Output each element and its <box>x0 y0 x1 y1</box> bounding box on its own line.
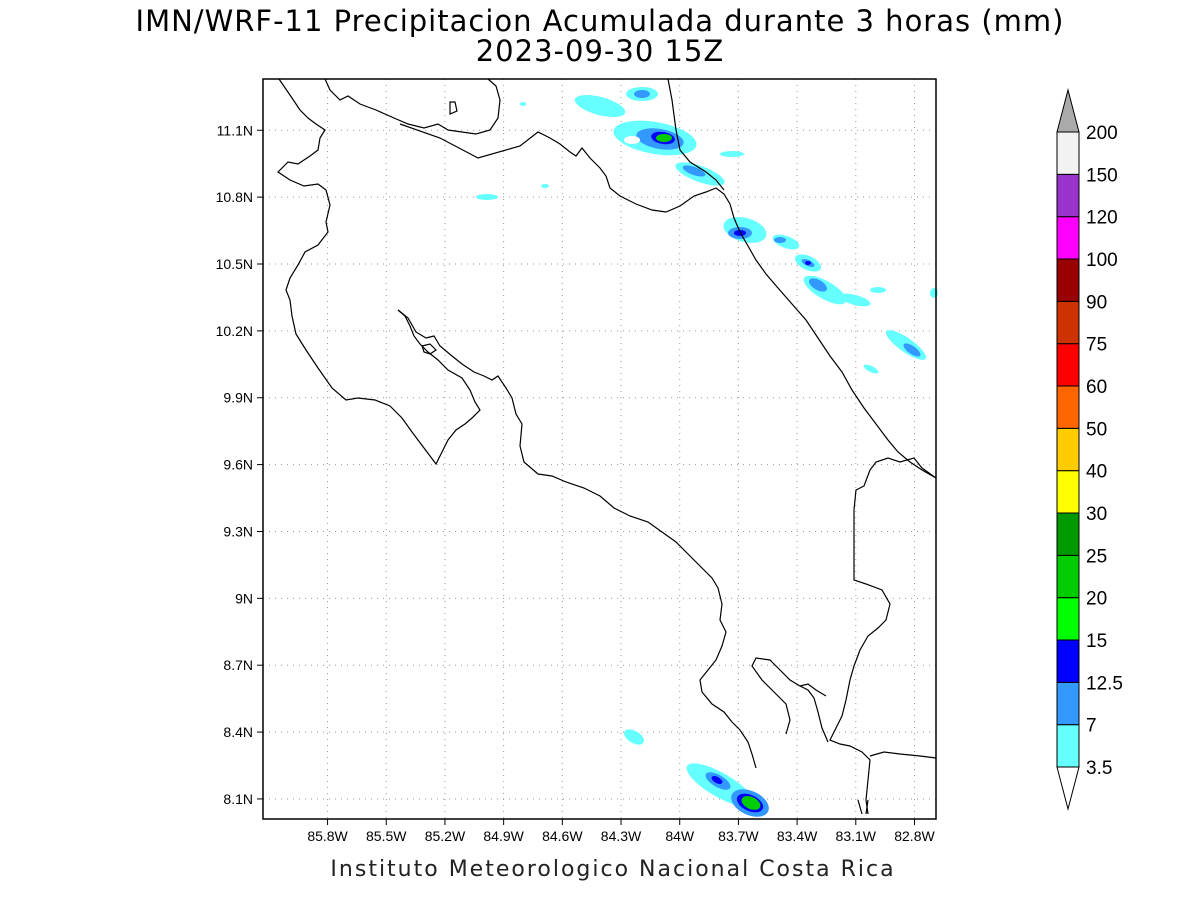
colorbar-segment <box>1056 385 1080 429</box>
lat-tick-label: 10.5N <box>216 256 253 272</box>
map-title: IMN/WRF-11 Precipitacion Acumulada duran… <box>135 4 1065 38</box>
lon-tick-label: 85.8W <box>307 828 348 844</box>
precip-cell <box>805 261 811 265</box>
precip-cell <box>520 102 526 106</box>
colorbar-label: 150 <box>1086 165 1118 186</box>
precip-cell <box>574 95 626 117</box>
colorbar-segment <box>1056 512 1080 556</box>
lon-tick-label: 84.3W <box>601 828 642 844</box>
precip-cell <box>634 90 650 98</box>
lat-tick-label: 9.6N <box>223 457 253 473</box>
lat-tick-label: 8.1N <box>223 791 253 807</box>
colorbar-label: 7 <box>1086 716 1097 737</box>
institution-footer: Instituto Meteorologico Nacional Costa R… <box>330 857 896 882</box>
lon-tick-label: 85.5W <box>366 828 407 844</box>
lon-tick-label: 84W <box>665 828 695 844</box>
colorbar-segment <box>1056 427 1080 472</box>
coastline <box>421 343 437 355</box>
border <box>829 457 937 815</box>
colorbar-segment <box>1056 597 1080 641</box>
axis-ticks: 85.8W 85.5W 85.2W 84.9W 84.6W 84.3W 84W 83.7W 83… <box>216 122 936 844</box>
precip-cell <box>772 234 800 250</box>
coastline <box>667 78 725 191</box>
lat-tick-label: 11.1N <box>217 122 253 138</box>
colorbar-segment <box>1056 554 1080 599</box>
lon-tick-label: 83.1W <box>836 828 877 844</box>
precip-cell <box>624 136 640 144</box>
lat-tick-label: 8.4N <box>223 724 253 740</box>
coastline <box>857 799 869 815</box>
colorbar-label: 60 <box>1086 377 1107 398</box>
map-subtitle-datetime: 2023-09-30 15Z <box>475 34 725 68</box>
colorbar-label: 90 <box>1086 292 1107 313</box>
lat-lon-grid <box>263 79 936 819</box>
lon-tick-label: 84.6W <box>542 828 583 844</box>
precip-cell <box>682 165 706 177</box>
colorbar-label: 15 <box>1086 631 1107 652</box>
colorbar-label: 12.5 <box>1086 673 1123 694</box>
precip-cell <box>741 796 761 810</box>
precip-cell <box>930 288 938 298</box>
colorbar-segment <box>1056 131 1080 175</box>
coastline <box>277 78 481 466</box>
precip-cell <box>774 237 786 243</box>
colorbar-label: 20 <box>1086 589 1107 610</box>
map-frame <box>262 78 937 820</box>
coastline <box>799 683 827 697</box>
coastline <box>399 123 937 479</box>
colorbar-label: 40 <box>1086 462 1107 483</box>
lat-tick-label: 9N <box>235 590 253 606</box>
precip-cell <box>541 184 549 188</box>
lon-tick-label: 84.9W <box>483 828 524 844</box>
colorbar-upper-triangle <box>1056 88 1080 133</box>
colorbar-label: 200 <box>1086 123 1118 144</box>
colorbar: 3.5 7 12.5 15 20 25 30 40 50 60 75 90 100 120 150 200 <box>1056 88 1123 811</box>
colorbar-segment <box>1056 470 1080 514</box>
coastline <box>397 309 757 769</box>
colorbar-segment <box>1056 639 1080 683</box>
lat-tick-label: 10.8N <box>216 189 253 205</box>
colorbar-label: 50 <box>1086 419 1107 440</box>
colorbar-label: 3.5 <box>1086 758 1112 779</box>
coastline <box>324 78 501 135</box>
lon-tick-label: 83.4W <box>777 828 818 844</box>
precip-cell <box>808 278 828 292</box>
lon-tick-label: 85.2W <box>425 828 466 844</box>
colorbar-segment <box>1056 724 1080 768</box>
lon-tick-label: 83.7W <box>718 828 759 844</box>
colorbar-segment <box>1056 173 1080 218</box>
precip-cell <box>720 151 744 157</box>
colorbar-lower-triangle <box>1056 766 1080 811</box>
precip-cell <box>711 776 723 784</box>
precip-cell <box>870 287 886 293</box>
colorbar-label: 120 <box>1086 208 1118 229</box>
lon-tick-label: 82.8W <box>894 828 935 844</box>
colorbar-segment <box>1056 681 1080 726</box>
colorbar-segment <box>1056 300 1080 345</box>
lat-tick-label: 10.2N <box>216 323 253 339</box>
lat-tick-label: 8.7N <box>223 657 253 673</box>
precip-cell <box>903 343 921 357</box>
colorbar-label: 30 <box>1086 504 1107 525</box>
colorbar-segment <box>1056 343 1080 387</box>
colorbar-segment <box>1056 216 1080 260</box>
lat-tick-label: 9.3N <box>223 523 253 539</box>
precip-cell <box>624 729 644 745</box>
coastline <box>449 101 458 115</box>
colorbar-label: 100 <box>1086 250 1118 271</box>
lat-tick-label: 9.9N <box>223 390 253 406</box>
coastlines <box>277 78 937 815</box>
colorbar-label: 75 <box>1086 335 1107 356</box>
precip-cell <box>863 364 879 374</box>
precip-cell <box>839 293 871 307</box>
colorbar-label: 25 <box>1086 546 1107 567</box>
precip-cell <box>656 134 672 142</box>
precip-cell <box>476 194 498 200</box>
coastline <box>751 657 937 759</box>
colorbar-segment <box>1056 258 1080 302</box>
